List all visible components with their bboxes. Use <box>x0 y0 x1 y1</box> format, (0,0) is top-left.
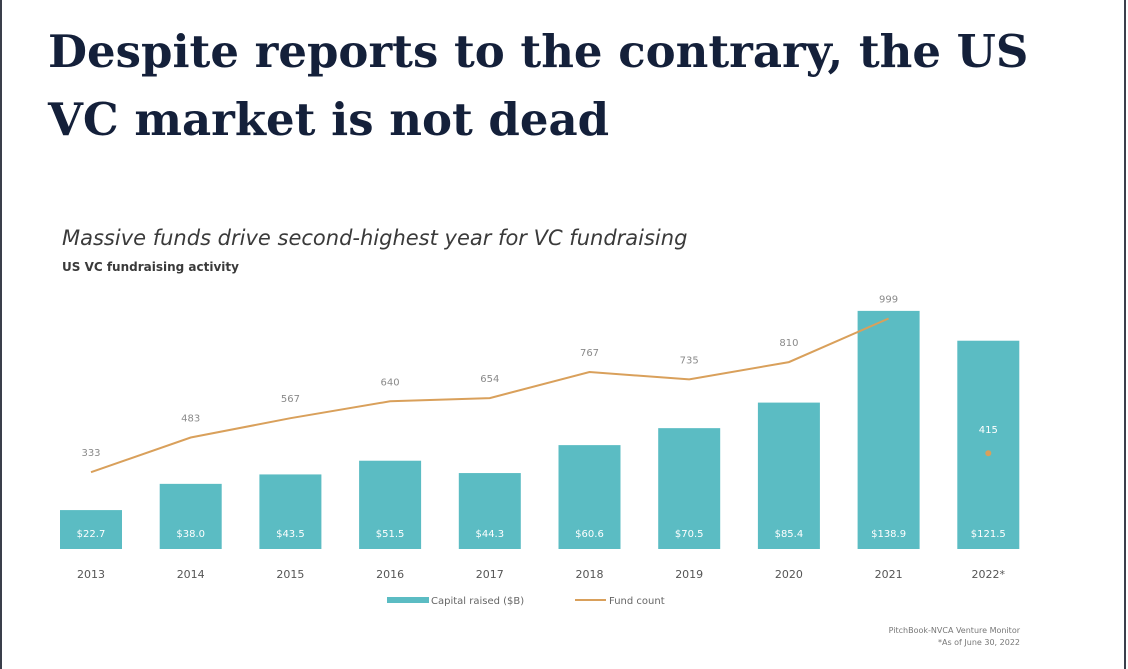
x-tick-label: 2019 <box>675 568 703 581</box>
fund-count-line <box>90 317 890 474</box>
bar-2013 <box>60 510 122 549</box>
line-value-label: 810 <box>779 338 798 349</box>
bar-value-label: $138.9 <box>871 529 906 540</box>
bar-value-label: $22.7 <box>77 529 106 540</box>
line-value-label: 767 <box>580 348 599 359</box>
bar-2018 <box>558 445 621 549</box>
x-tick-label: 2015 <box>276 568 304 581</box>
bar-2019 <box>658 428 721 549</box>
page-headline: Despite reports to the contrary, the US … <box>48 18 1048 154</box>
bar-value-label: $44.3 <box>475 529 504 540</box>
line-value-label: 735 <box>680 355 699 366</box>
line-value-label: 999 <box>879 294 898 305</box>
x-tick-label: 2021 <box>875 568 903 581</box>
bar-2015 <box>259 474 322 549</box>
x-tick-label: 2017 <box>476 568 504 581</box>
x-tick-label: 2014 <box>177 568 205 581</box>
bar-value-label: $60.6 <box>575 529 604 540</box>
headline-line-1: Despite reports to the contrary, the US <box>48 25 1029 78</box>
bar-2017 <box>458 473 521 549</box>
source-attribution: PitchBook-NVCA Venture Monitor <box>888 626 1020 635</box>
legend-label-capital: Capital raised ($B) <box>431 596 524 607</box>
line-value-label: 567 <box>281 394 300 405</box>
bar-value-label: $70.5 <box>675 529 704 540</box>
bar-2022* <box>957 340 1020 549</box>
bar-2021 <box>857 310 920 549</box>
x-tick-label: 2018 <box>576 568 604 581</box>
bar-value-label: $43.5 <box>276 529 305 540</box>
line-value-label: 333 <box>81 448 100 459</box>
x-tick-label: 2022* <box>972 568 1006 581</box>
bar-2020 <box>757 402 820 549</box>
line-value-label: 654 <box>480 374 499 385</box>
legend-swatch-capital <box>387 597 429 603</box>
line-value-label: 640 <box>381 377 400 388</box>
frame-right-border <box>1124 0 1126 669</box>
bar-value-label: $51.5 <box>376 529 405 540</box>
x-tick-label: 2016 <box>376 568 404 581</box>
frame-left-border <box>0 0 2 669</box>
legend-label-fund-count: Fund count <box>609 596 665 607</box>
source-footnote: *As of June 30, 2022 <box>937 638 1020 647</box>
headline-line-2: VC market is not dead <box>48 93 610 146</box>
bar-value-label: $121.5 <box>971 529 1006 540</box>
bar-2014 <box>159 483 222 549</box>
fund-count-point-2022 <box>985 450 992 457</box>
bar-value-label: $85.4 <box>775 529 804 540</box>
bar-2016 <box>359 460 422 549</box>
bar-value-label: $38.0 <box>176 529 205 540</box>
line-value-label: 415 <box>979 425 998 436</box>
chart-title: Massive funds drive second-highest year … <box>62 226 688 250</box>
line-value-label: 483 <box>181 414 200 425</box>
x-tick-label: 2013 <box>77 568 105 581</box>
chart-subtitle: US VC fundraising activity <box>62 260 239 274</box>
x-tick-label: 2020 <box>775 568 803 581</box>
